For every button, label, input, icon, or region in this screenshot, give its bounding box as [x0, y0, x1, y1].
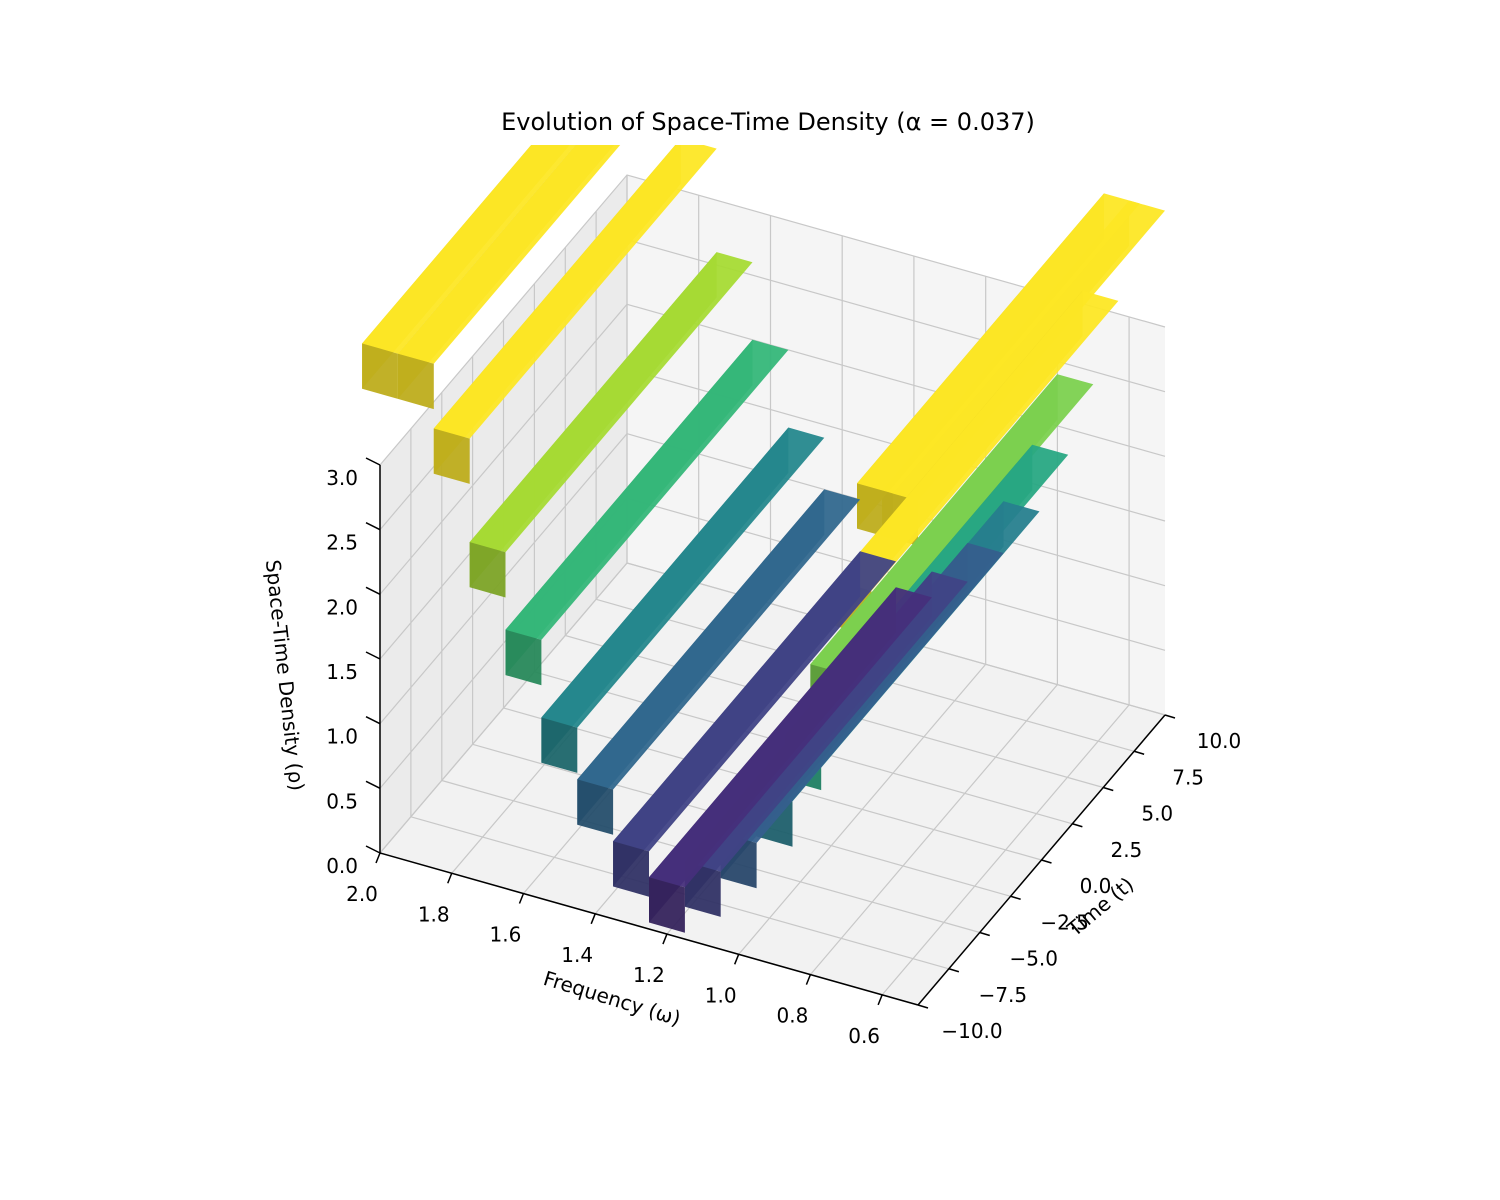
z-tick-label: 0.5 — [326, 789, 358, 813]
z-tick — [365, 521, 381, 531]
surface-top — [541, 427, 825, 728]
y-tick — [1041, 859, 1052, 864]
surface-top — [362, 145, 576, 354]
x-tick — [805, 974, 812, 985]
surface-top — [577, 489, 861, 790]
surface-top — [397, 145, 621, 364]
z-tick — [365, 457, 381, 466]
surface-top — [810, 374, 1094, 675]
x-tick-label: 1.6 — [490, 923, 522, 947]
x-tick-label: 2.0 — [346, 882, 378, 906]
surface-top — [505, 339, 789, 640]
x-tick — [447, 872, 453, 884]
z-tick — [365, 715, 381, 725]
surface-cap — [505, 629, 542, 686]
surface-cap — [433, 428, 470, 484]
surface-top — [649, 587, 932, 888]
x-axis-line — [379, 852, 919, 1006]
x-tick — [662, 933, 668, 945]
surface-top — [469, 252, 753, 553]
x-tick-label: 0.6 — [848, 1024, 880, 1048]
y-tick-label: −5.0 — [1009, 947, 1058, 971]
surface-top — [613, 551, 896, 852]
z-axis-label: Space-Time Density (ρ) — [261, 558, 309, 792]
z-tick — [365, 845, 381, 854]
y-tick-label: 10.0 — [1197, 729, 1242, 753]
z-tick-label: 1.5 — [326, 660, 358, 684]
surface-cap — [469, 542, 506, 598]
y-tick-label: 5.0 — [1141, 802, 1173, 826]
x-tick-label: 1.8 — [418, 902, 450, 926]
z-grid-line — [379, 562, 1166, 854]
x-tick — [518, 893, 525, 904]
x-tick-label: 1.4 — [561, 943, 593, 967]
y-tick — [979, 931, 990, 937]
x-tick — [590, 913, 596, 925]
x-tick — [375, 852, 381, 864]
tick-marks — [365, 457, 1176, 1009]
y-tick — [1103, 786, 1114, 792]
tick-labels: 2.0 1.8 1.6 1.4 1.2 1.0 0.8 0.6 −10.0 −7.5 −5.0 −2.… — [326, 466, 1241, 1048]
surface-cap — [362, 343, 398, 399]
surface-cap — [541, 717, 578, 773]
density-surface — [362, 145, 1165, 933]
y-tick-label: 7.5 — [1172, 765, 1204, 789]
surface-cap — [649, 877, 685, 933]
surface-cap — [397, 353, 434, 410]
x-tick-label: 1.2 — [633, 963, 665, 987]
y-tick-label: −7.5 — [979, 983, 1028, 1007]
y-tick-label: 2.5 — [1110, 838, 1142, 862]
y-tick-label: −2.5 — [1040, 910, 1089, 934]
x-tick-label: 0.8 — [776, 1004, 808, 1028]
z-tick-label: 0.0 — [326, 854, 358, 878]
surface-cap — [613, 841, 649, 897]
z-tick-label: 1.0 — [326, 725, 358, 749]
y-tick — [1164, 714, 1176, 719]
y-tick — [1072, 823, 1083, 828]
z-tick — [365, 651, 381, 660]
surface-top — [857, 193, 1140, 494]
z-tick — [365, 780, 381, 790]
x-tick — [733, 954, 740, 965]
surface-top — [835, 290, 1119, 591]
z-tick-label: 2.5 — [326, 531, 358, 555]
y-tick — [948, 968, 960, 973]
y-tick — [1133, 750, 1145, 755]
z-grid-line — [379, 174, 1166, 466]
z-tick-label: 3.0 — [326, 466, 358, 490]
z-tick-label: 2.0 — [326, 595, 358, 619]
surface-top — [433, 145, 717, 439]
y-tick — [1010, 895, 1021, 900]
y-tick — [917, 1004, 929, 1009]
surface-cap — [577, 779, 614, 835]
surface-top — [882, 200, 1165, 501]
y-tick-label: 0.0 — [1080, 874, 1112, 898]
chart-title: Evolution of Space-Time Density (α = 0.0… — [501, 108, 1035, 136]
x-tick-label: 1.0 — [705, 983, 737, 1007]
y-tick-label: −10.0 — [941, 1019, 1002, 1043]
x-tick — [877, 994, 883, 1006]
z-tick — [365, 586, 381, 596]
